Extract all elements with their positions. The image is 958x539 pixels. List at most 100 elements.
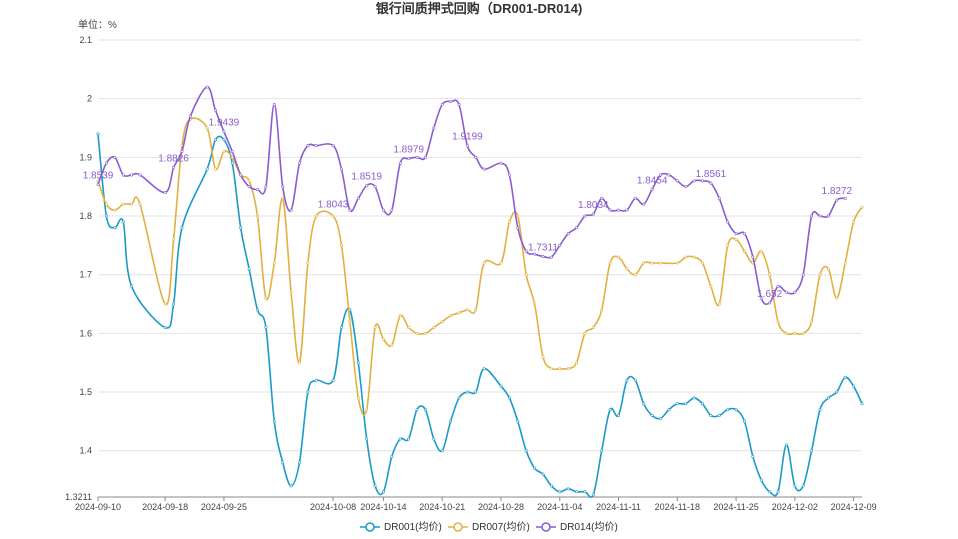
y-tick-label: 2.1 (79, 35, 92, 45)
legend-item-3[interactable]: DR014(均价) (536, 521, 618, 533)
series-line-1 (97, 133, 863, 499)
data-point (339, 167, 343, 171)
legend-item-2[interactable]: DR007(均价) (448, 521, 530, 533)
data-point (104, 161, 108, 165)
data-point (348, 320, 352, 324)
data-point (230, 161, 234, 165)
data-point (717, 414, 721, 418)
data-point (717, 196, 721, 200)
data-point (742, 249, 746, 253)
data-point (793, 290, 797, 294)
data-point (659, 261, 663, 265)
data-point (566, 232, 570, 236)
data-label: 1.8539 (83, 170, 114, 181)
data-point (541, 472, 545, 476)
legend[interactable]: DR001(均价) DR007(均价) DR014(均价) (360, 521, 618, 533)
data-point (365, 184, 369, 188)
data-point (625, 378, 629, 382)
data-point (524, 449, 528, 453)
data-label: 1.8454 (637, 175, 668, 186)
data-point (339, 325, 343, 329)
data-point (751, 455, 755, 459)
data-point (373, 484, 377, 488)
data-point (482, 167, 486, 171)
data-point (608, 208, 612, 212)
data-point (843, 261, 847, 265)
data-point (457, 103, 461, 107)
data-point (566, 487, 570, 491)
data-point (172, 166, 176, 170)
data-point (407, 437, 411, 441)
data-point (180, 149, 184, 153)
data-point (776, 490, 780, 494)
data-point (700, 402, 704, 406)
data-point (314, 378, 318, 382)
data-point (407, 157, 411, 161)
data-point (642, 261, 646, 265)
legend-item-1[interactable]: DR001(均价) (360, 521, 442, 533)
data-point (810, 320, 814, 324)
x-tick-label: 2024-11-04 (537, 502, 582, 512)
data-point (700, 179, 704, 183)
data-point (297, 460, 301, 464)
data-point (331, 144, 335, 148)
data-point (650, 414, 654, 418)
data-point (230, 149, 234, 153)
data-point (239, 226, 243, 230)
data-point (591, 325, 595, 329)
data-point (306, 144, 310, 148)
data-point (734, 408, 738, 412)
data-point (163, 302, 167, 306)
data-point (381, 208, 385, 212)
data-point (541, 254, 545, 258)
data-point (297, 361, 301, 365)
data-point (625, 208, 629, 212)
data-point (281, 185, 285, 189)
data-point (566, 367, 570, 371)
data-label: 1.7311 (528, 242, 558, 253)
data-point (860, 205, 864, 209)
data-point (331, 378, 335, 382)
data-point (423, 408, 427, 412)
data-point (214, 138, 218, 142)
data-point (726, 220, 730, 224)
data-point (507, 220, 511, 224)
data-point (533, 302, 537, 306)
data-point (684, 402, 688, 406)
unit-label: 单位：% (78, 18, 117, 31)
data-point (272, 419, 276, 423)
data-label: 1.8979 (393, 145, 424, 156)
data-point (516, 419, 520, 423)
data-point (104, 214, 108, 218)
data-point (222, 138, 226, 142)
data-point (474, 308, 478, 312)
data-point (818, 408, 822, 412)
data-point (449, 314, 453, 318)
data-point (314, 144, 318, 148)
data-point (373, 185, 377, 189)
data-point (768, 301, 772, 305)
data-point (533, 466, 537, 470)
data-point (633, 196, 637, 200)
data-point (709, 181, 713, 185)
data-label: 1.8272 (822, 186, 853, 197)
data-point (331, 214, 335, 218)
data-point (558, 367, 562, 371)
x-tick-label: 2024-09-25 (201, 502, 247, 512)
data-point (256, 308, 260, 312)
data-point (507, 173, 511, 177)
data-point (230, 155, 234, 159)
data-point (113, 155, 117, 159)
data-point (835, 390, 839, 394)
data-point (121, 202, 125, 206)
data-point (659, 416, 663, 420)
data-point (692, 396, 696, 400)
data-point (600, 308, 604, 312)
data-point (776, 320, 780, 324)
x-tick-label: 2024-10-28 (478, 502, 524, 512)
y-tick-label: 1.3211 (65, 492, 92, 502)
data-point (533, 252, 537, 256)
grid (98, 39, 862, 498)
x-tick-label: 2024-09-18 (142, 502, 188, 512)
